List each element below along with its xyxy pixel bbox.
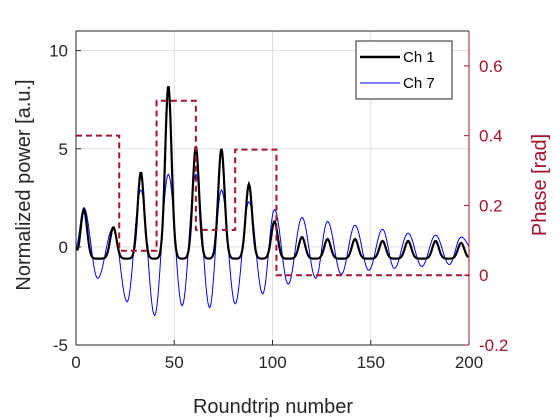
x-tick-label: 200 bbox=[455, 353, 483, 372]
x-tick-label: 0 bbox=[71, 353, 80, 372]
x-axis-label: Roundtrip number bbox=[193, 396, 353, 418]
x-tick-label: 50 bbox=[165, 353, 184, 372]
plot-area bbox=[76, 86, 469, 317]
y-right-tick-label: 0.4 bbox=[479, 127, 503, 146]
legend-label-ch1: Ch 1 bbox=[403, 49, 435, 66]
y-axis-label-left: Normalized power [a.u.] bbox=[13, 79, 35, 290]
series-line-ch1 bbox=[76, 86, 469, 260]
y-right-tick-label: 0.2 bbox=[479, 196, 503, 215]
series-line-phase bbox=[76, 99, 469, 277]
y-right-tick-label: -0.2 bbox=[479, 336, 508, 355]
y-left-tick-label: -5 bbox=[53, 336, 68, 355]
y-left-tick-label: 5 bbox=[59, 140, 68, 159]
y-left-tick-label: 0 bbox=[59, 238, 68, 257]
y-axis-label-right: Phase [rad] bbox=[529, 134, 551, 236]
x-tick-label: 100 bbox=[258, 353, 286, 372]
legend: Ch 1 Ch 7 bbox=[355, 40, 453, 100]
series-line-ch7 bbox=[76, 173, 469, 317]
x-tick-label: 150 bbox=[357, 353, 385, 372]
y-right-tick-label: 0.6 bbox=[479, 57, 503, 76]
legend-box bbox=[355, 40, 453, 100]
axes bbox=[75, 30, 470, 346]
legend-label-ch7: Ch 7 bbox=[403, 75, 435, 92]
y-left-tick-label: 10 bbox=[49, 42, 68, 61]
y-right-tick-label: 0 bbox=[479, 266, 488, 285]
